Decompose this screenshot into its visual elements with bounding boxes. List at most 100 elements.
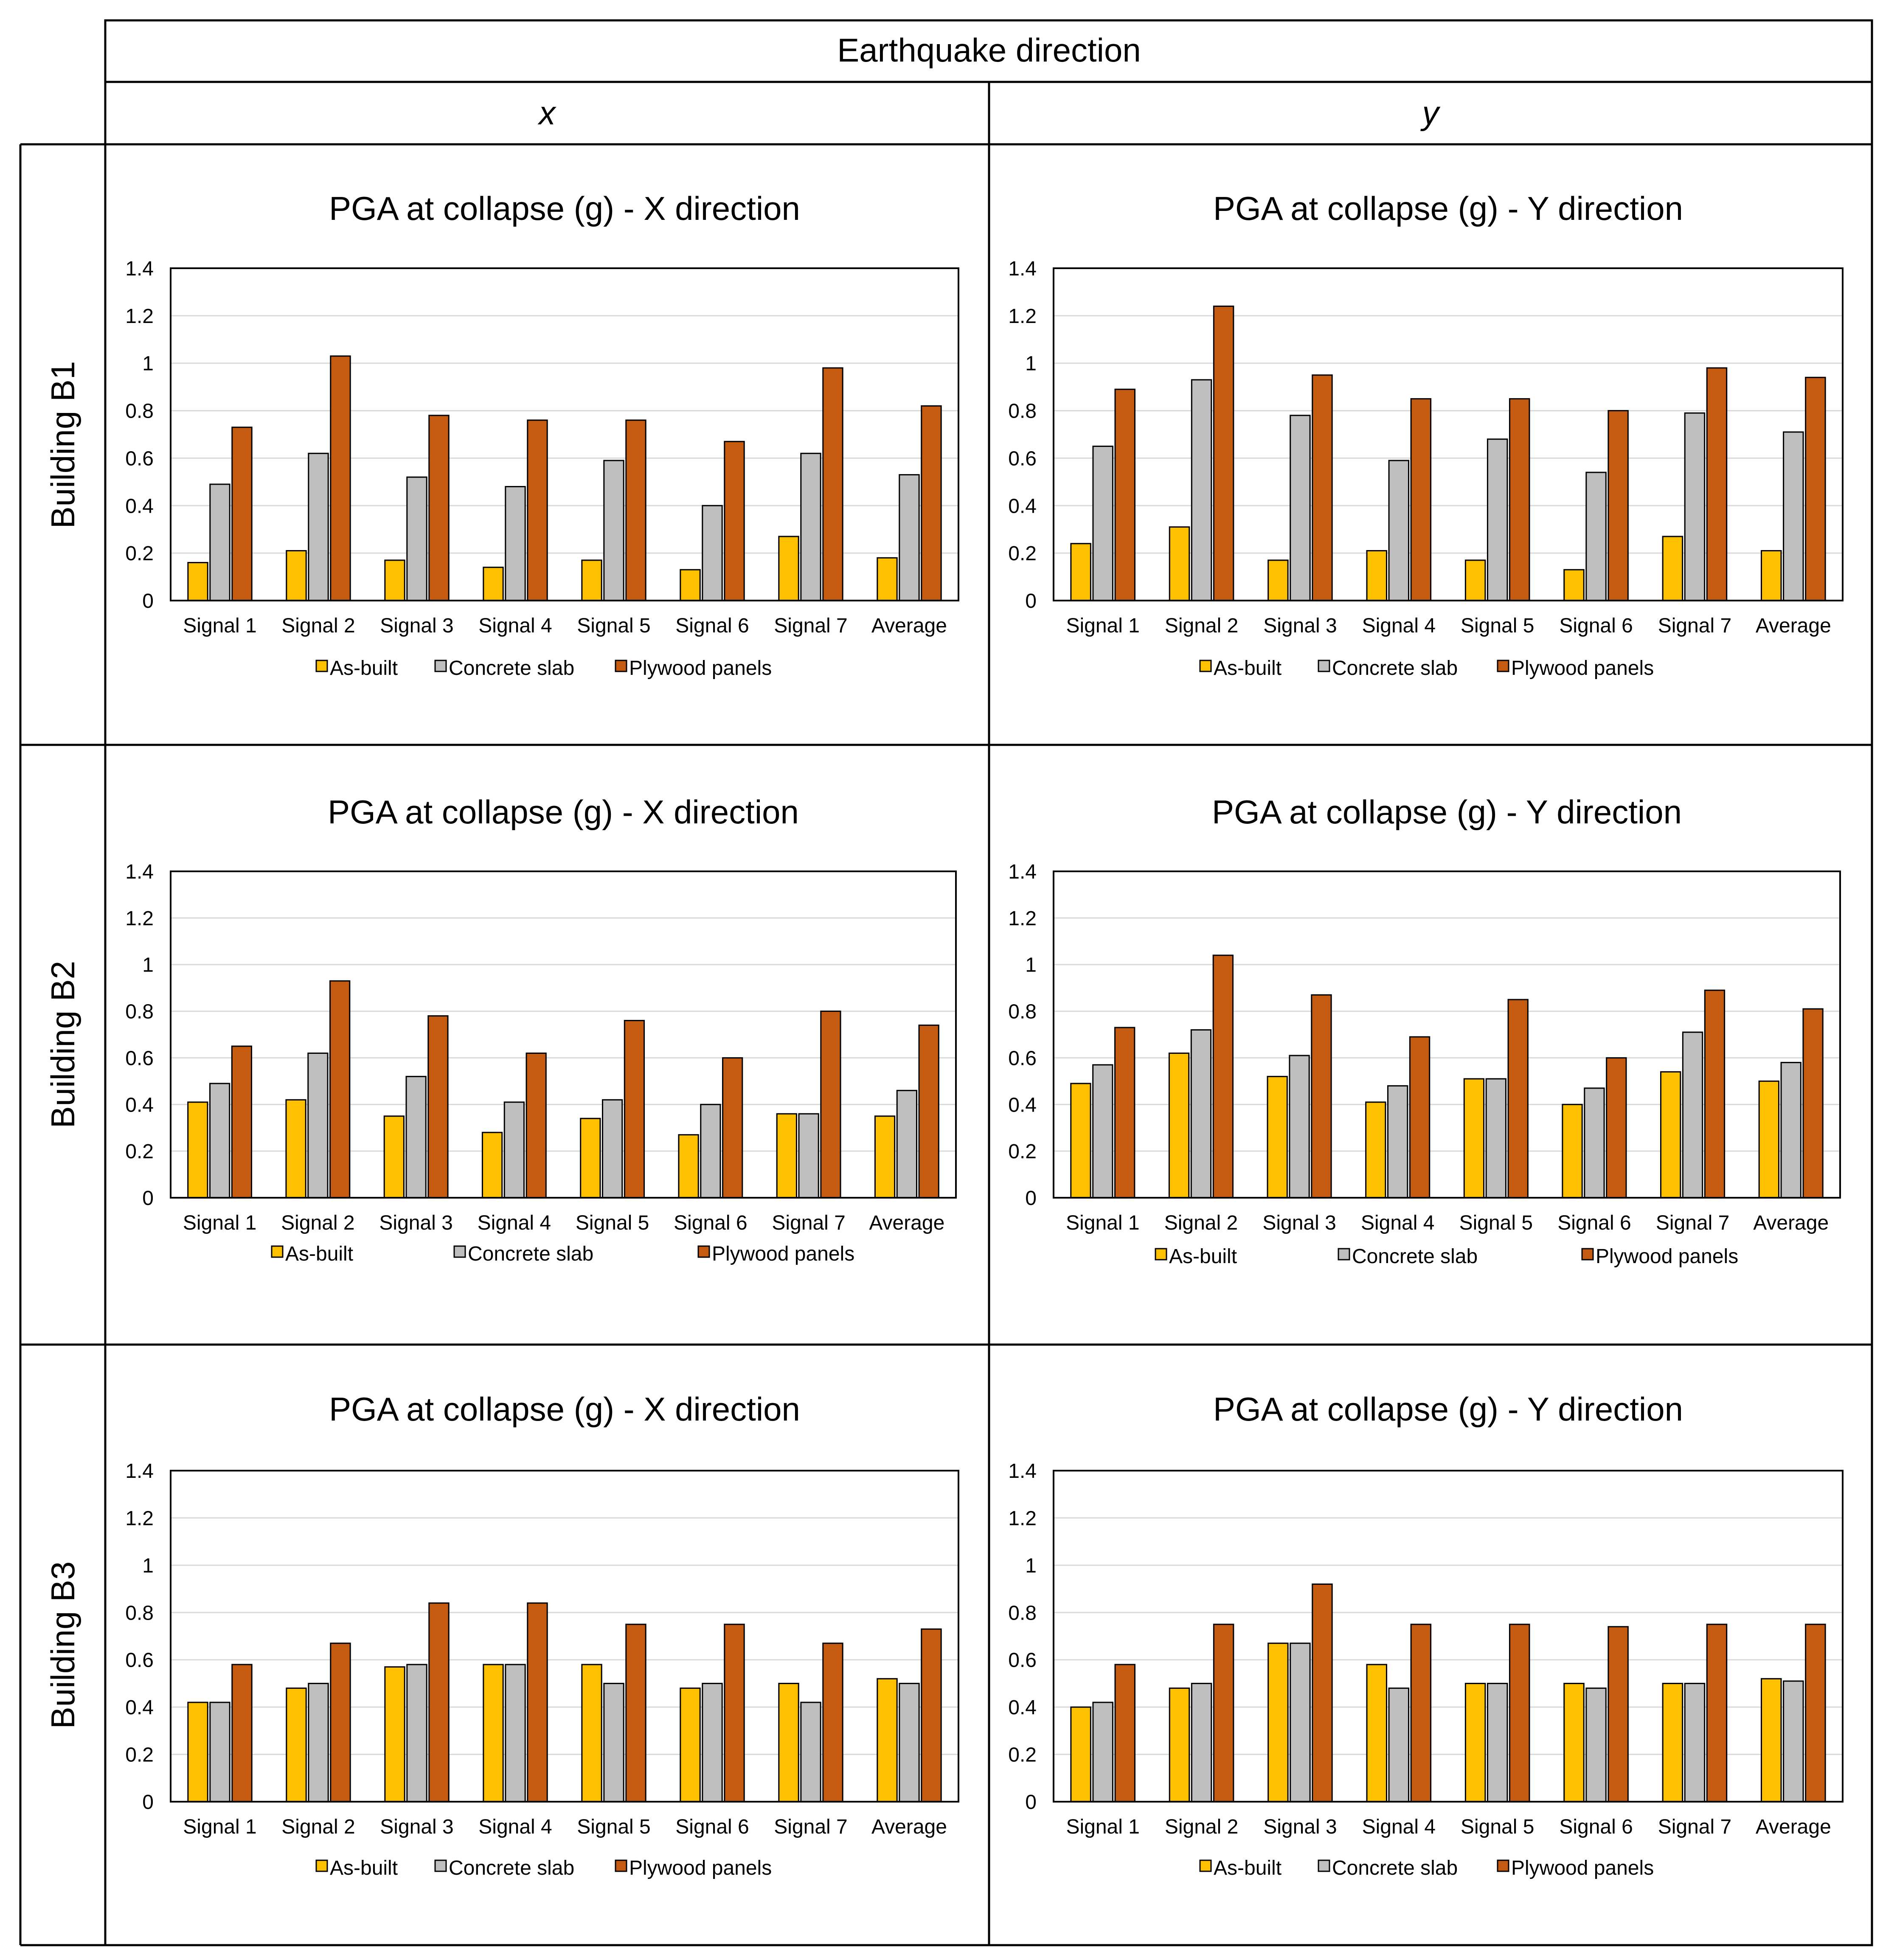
bar-as-built xyxy=(1169,1688,1190,1803)
legend-swatch-as-built xyxy=(315,660,328,672)
bar-plywood-panels xyxy=(1606,1057,1627,1199)
x-tick-label: Signal 3 xyxy=(1262,1212,1336,1234)
x-tick-label: Average xyxy=(869,1212,944,1234)
y-tick-label: 0.8 xyxy=(125,1001,154,1023)
y-tick-label: 1.4 xyxy=(125,1460,154,1483)
y-tick-label: 1.4 xyxy=(125,258,154,280)
bar-concrete-slab xyxy=(1585,472,1607,601)
bar-as-built xyxy=(581,1664,602,1803)
x-tick-label: Signal 4 xyxy=(478,1212,551,1234)
y-tick-label: 1.4 xyxy=(1008,258,1037,280)
bar-as-built xyxy=(1660,1071,1681,1199)
y-tick-label: 1.2 xyxy=(125,1507,154,1530)
bar-concrete-slab xyxy=(700,1104,721,1199)
x-tick-label: Signal 1 xyxy=(183,615,256,637)
legend-swatch-concrete-slab xyxy=(434,1859,447,1872)
bar-plywood-panels xyxy=(722,1057,743,1199)
x-tick-label: Signal 5 xyxy=(576,1212,649,1234)
y-tick-label: 0 xyxy=(142,590,154,612)
bar-concrete-slab xyxy=(1584,1087,1605,1199)
bar-concrete-slab xyxy=(503,1101,525,1199)
y-tick-label: 0 xyxy=(1025,1791,1037,1814)
bar-plywood-panels xyxy=(526,1052,547,1199)
bar-as-built xyxy=(1168,1052,1190,1199)
y-tick-label: 0.6 xyxy=(1008,1047,1037,1070)
legend-label-concrete-slab: Concrete slab xyxy=(1332,657,1458,680)
bar-plywood-panels xyxy=(527,419,548,601)
bar-as-built xyxy=(384,559,405,601)
legend-label-as-built: As-built xyxy=(330,657,398,680)
x-tick-label: Signal 2 xyxy=(281,1212,354,1234)
legend-swatch-concrete-slab xyxy=(453,1245,466,1258)
y-tick-label: 1 xyxy=(1025,954,1037,977)
bar-as-built xyxy=(680,569,701,601)
x-tick-label: Signal 1 xyxy=(183,1816,256,1838)
y-tick-label: 0.6 xyxy=(125,447,154,470)
y-tick-label: 1 xyxy=(1025,353,1037,375)
x-tick-label: Signal 5 xyxy=(1461,615,1534,637)
bar-plywood-panels xyxy=(1410,1623,1432,1803)
x-tick-label: Signal 2 xyxy=(281,1816,355,1838)
y-tick-label: 1.4 xyxy=(125,861,154,883)
row-label-building-b2: Building B2 xyxy=(44,961,82,1129)
x-tick-label: Signal 3 xyxy=(380,615,453,637)
bar-as-built xyxy=(286,550,307,601)
x-tick-label: Signal 3 xyxy=(380,1816,453,1838)
legend-swatch-plywood-panels xyxy=(1497,660,1509,672)
y-tick-label: 0.8 xyxy=(125,400,154,423)
x-tick-label: Average xyxy=(871,615,947,637)
y-tick-label: 0.2 xyxy=(1008,542,1037,565)
bar-plywood-panels xyxy=(1805,376,1826,601)
earthquake-direction-header: Earthquake direction xyxy=(837,31,1141,69)
bar-plywood-panels xyxy=(1114,1664,1135,1803)
x-tick-label: Signal 6 xyxy=(1557,1212,1631,1234)
legend-label-concrete-slab: Concrete slab xyxy=(1332,1857,1458,1879)
legend-label-concrete-slab: Concrete slab xyxy=(1352,1245,1478,1268)
bar-as-built xyxy=(680,1688,701,1803)
legend-label-as-built: As-built xyxy=(1214,657,1282,680)
bar-as-built xyxy=(1070,543,1091,601)
bar-plywood-panels xyxy=(1312,1583,1333,1803)
row-label-building-b1: Building B1 xyxy=(44,361,82,529)
bar-concrete-slab xyxy=(1684,1682,1706,1803)
bar-plywood-panels xyxy=(1608,410,1629,601)
bar-as-built xyxy=(1366,1664,1387,1803)
bar-concrete-slab xyxy=(1684,412,1706,601)
x-tick-label: Signal 3 xyxy=(1263,615,1337,637)
bar-plywood-panels xyxy=(231,1664,253,1803)
bar-concrete-slab xyxy=(800,1702,821,1803)
bar-as-built xyxy=(1662,536,1683,601)
bar-plywood-panels xyxy=(1706,367,1728,601)
x-tick-label: Signal 4 xyxy=(478,615,552,637)
bar-as-built xyxy=(778,1682,799,1803)
bar-as-built xyxy=(286,1688,307,1803)
bar-plywood-panels xyxy=(1311,994,1332,1199)
bar-as-built xyxy=(483,1664,504,1803)
bar-concrete-slab xyxy=(1191,379,1212,601)
legend-label-plywood-panels: Plywood panels xyxy=(629,657,772,680)
plot-area xyxy=(1053,870,1841,1199)
y-tick-label: 1 xyxy=(142,1555,154,1577)
bar-as-built xyxy=(483,567,504,601)
x-tick-label: Signal 2 xyxy=(281,615,355,637)
y-tick-label: 1 xyxy=(142,954,154,977)
x-tick-label: Signal 3 xyxy=(379,1212,452,1234)
x-tick-label: Average xyxy=(1756,1816,1831,1838)
bar-as-built xyxy=(874,1115,896,1199)
bar-concrete-slab xyxy=(209,1702,230,1803)
plot-area xyxy=(1053,1470,1844,1803)
chart-title: PGA at collapse (g) - Y direction xyxy=(1213,190,1683,227)
y-tick-label: 0.8 xyxy=(1008,1001,1037,1023)
y-tick-label: 0.6 xyxy=(125,1649,154,1672)
table-frame xyxy=(19,19,1873,1946)
x-tick-label: Signal 6 xyxy=(1559,1816,1633,1838)
y-tick-label: 0 xyxy=(1025,1187,1037,1210)
legend-swatch-plywood-panels xyxy=(615,1859,627,1872)
legend-swatch-as-built xyxy=(271,1245,284,1258)
bar-concrete-slab xyxy=(1290,1643,1311,1803)
bar-plywood-panels xyxy=(1114,388,1135,601)
bar-plywood-panels xyxy=(1410,398,1432,601)
bar-as-built xyxy=(1562,1104,1583,1199)
y-tick-label: 1.2 xyxy=(125,907,154,930)
